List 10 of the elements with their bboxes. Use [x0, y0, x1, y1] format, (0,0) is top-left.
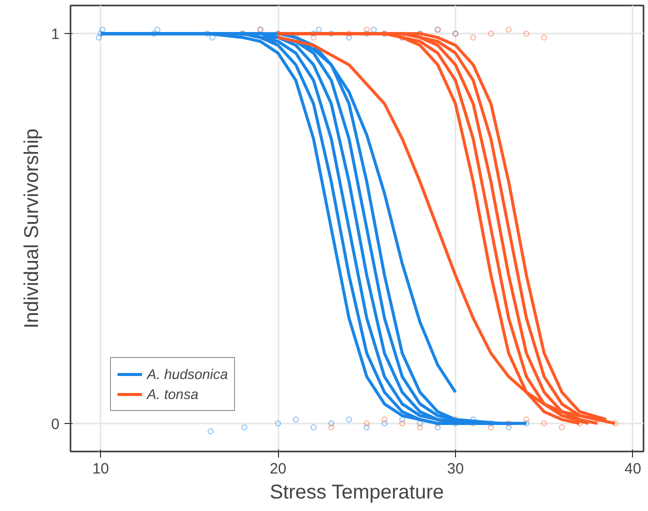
- x-tick-label: 20: [270, 460, 286, 478]
- y-tick-label: 0: [51, 416, 60, 433]
- legend-label: A. tonsa: [147, 386, 198, 402]
- y-axis-title: Individual Survivorship: [21, 128, 44, 329]
- legend-label: A. hudsonica: [147, 366, 228, 382]
- x-tick-label: 30: [447, 460, 464, 478]
- x-tick-label: 40: [624, 460, 642, 478]
- x-axis-title: Stress Temperature: [270, 482, 444, 504]
- x-tick-label: 10: [92, 460, 110, 478]
- y-tick-label: 1: [51, 26, 60, 44]
